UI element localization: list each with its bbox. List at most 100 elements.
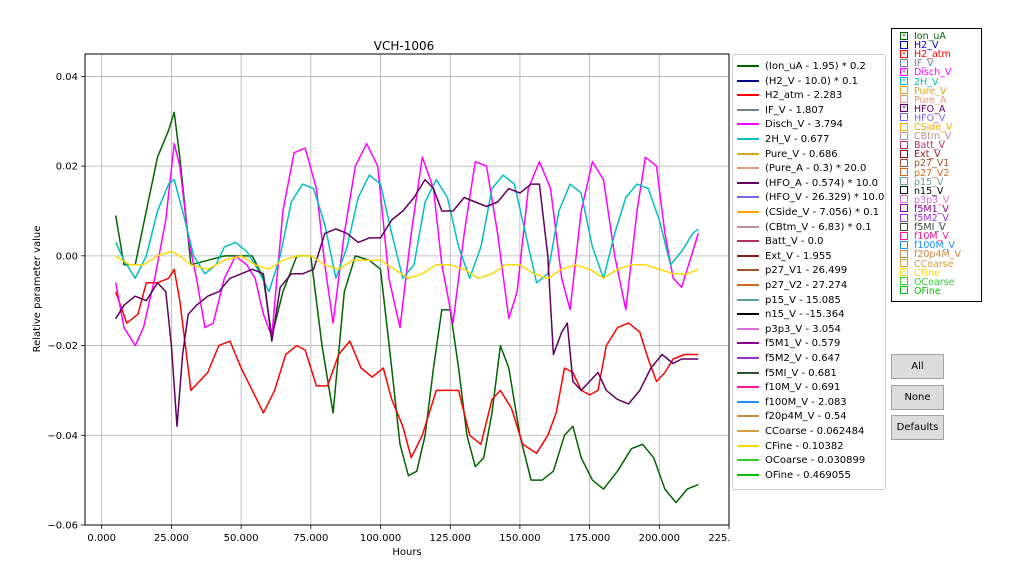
legend-swatch [737, 284, 759, 286]
legend-label: H2_atm - 2.283 [765, 90, 843, 102]
checkbox-empty-icon[interactable] [900, 122, 908, 131]
checkbox-empty-icon[interactable] [900, 131, 908, 140]
legend-swatch [737, 94, 759, 97]
series-checkbox-h2-atm[interactable]: × H2_atm [900, 49, 951, 60]
checkbox-empty-icon[interactable] [900, 195, 908, 204]
checkbox-empty-icon[interactable] [900, 113, 908, 122]
checkbox-label: CCoarse [914, 258, 954, 270]
legend-swatch [737, 444, 759, 447]
legend-swatch [737, 400, 759, 403]
series-line-cfine-0-10382 [115, 250, 699, 280]
checkbox-empty-icon[interactable] [900, 140, 908, 149]
series-checkbox-cfine[interactable]: × CFine [900, 268, 940, 279]
checkbox-label: H2_atm [914, 49, 951, 61]
checkbox-empty-icon[interactable] [900, 186, 908, 195]
legend-label: (CSide_V - 7.056) * 0.1 [765, 207, 880, 218]
checkbox-empty-icon[interactable] [900, 249, 908, 258]
checkbox-label: f10M_V [914, 231, 949, 243]
checkbox-label: CFine [914, 267, 940, 279]
x-tick-label: 150.000 [499, 533, 540, 544]
legend-item: f5MI_V - 0.681 [737, 367, 837, 381]
series-checkbox-cside-v[interactable]: CSide_V [900, 122, 952, 133]
series-checkbox-n15-v[interactable]: n15_V [900, 186, 943, 197]
series-checkbox-ion-ua[interactable]: × Ion_uA [900, 31, 946, 42]
checkbox-empty-icon[interactable] [900, 259, 908, 267]
series-checkbox-f5m2-v[interactable]: f5M2_V [900, 213, 949, 224]
legend-item: (CSide_V - 7.056) * 0.1 [737, 206, 879, 220]
checkbox-empty-icon[interactable] [900, 158, 908, 167]
series-checkbox-ofine[interactable]: OFine [900, 286, 941, 297]
series-checkbox-h2-v[interactable]: H2_V [900, 40, 938, 51]
series-checkbox-disch-v[interactable]: × Disch_V [900, 67, 951, 78]
series-checkbox-p27-v1[interactable]: p27_V1 [900, 158, 949, 169]
checkbox-empty-icon[interactable] [900, 231, 908, 240]
legend-label: (Ion_uA - 1.95) * 0.2 [765, 61, 866, 72]
series-checkbox-ccoarse[interactable]: CCoarse [900, 259, 954, 270]
checkbox-empty-icon[interactable] [900, 240, 908, 249]
series-checkbox-f100m-v[interactable]: f100M_V [900, 240, 955, 251]
chart-title: VCH-1006 [374, 39, 434, 53]
series-checkbox-batt-v[interactable]: Batt_V [900, 140, 945, 151]
y-tick-label: 0.00 [56, 251, 78, 262]
checkbox-empty-icon[interactable] [900, 168, 908, 176]
legend-label: (HFO_V - 26.329) * 10.0 [765, 192, 885, 204]
series-line-h2-atm-2-283 [114, 268, 699, 459]
checkbox-empty-icon[interactable] [900, 286, 908, 295]
checkbox-label: CSide_V [914, 122, 953, 133]
legend-swatch [737, 181, 759, 184]
series-checkbox-2h-v[interactable]: × 2H_V [900, 77, 938, 88]
checkbox-checked-icon[interactable]: × [900, 31, 908, 40]
series-checkbox-f5mi-v[interactable]: f5MI_V [900, 222, 946, 233]
checkbox-empty-icon[interactable] [900, 213, 908, 222]
checkbox-empty-icon[interactable] [900, 204, 908, 213]
legend-swatch [737, 430, 759, 432]
series-checkbox-f20p4m-v[interactable]: f20p4M_V [900, 249, 961, 260]
series-checkbox-hfo-v[interactable]: HFO_V [900, 113, 945, 124]
checkbox-checked-icon[interactable]: × [900, 77, 908, 85]
series-checkbox-panel: × Ion_uA H2_V × H2_atm IF_V × Disch_V × 2H_V Pure_… [891, 28, 982, 302]
defaults-button[interactable]: Defaults [891, 415, 944, 440]
series-checkbox-f5m1-v[interactable]: f5M1_V [900, 204, 949, 215]
none-button[interactable]: None [891, 385, 944, 410]
series-checkbox-cbtm-v[interactable]: CBtm_V [900, 131, 951, 142]
legend-swatch [737, 240, 759, 243]
checkbox-empty-icon[interactable] [900, 277, 908, 286]
checkbox-empty-icon[interactable] [900, 86, 908, 95]
series-checkbox-pure-v[interactable]: Pure_V [900, 86, 946, 97]
checkbox-checked-icon[interactable]: × [900, 268, 908, 277]
series-checkbox-p3p3-v[interactable]: p3p3_V [900, 195, 949, 206]
checkbox-checked-icon[interactable]: × [900, 49, 908, 58]
x-tick-label: 25.000 [154, 533, 189, 544]
series-checkbox-f10m-v[interactable]: f10M_V [900, 231, 949, 242]
legend-item: f20p4M_V - 0.54 [737, 410, 847, 424]
series-checkbox-p15-v[interactable]: p15_V [900, 177, 943, 188]
y-tick-label: 0.02 [56, 162, 78, 173]
series-checkbox-if-v[interactable]: IF_V [900, 58, 934, 69]
series-checkbox-ext-v[interactable]: Ext_V [900, 149, 941, 160]
checkbox-empty-icon[interactable] [900, 222, 908, 231]
checkbox-checked-icon[interactable]: × [900, 104, 908, 113]
series-checkbox-pure-a[interactable]: Pure_A [900, 95, 946, 106]
legend-item: 2H_V - 0.677 [737, 133, 829, 147]
checkbox-empty-icon[interactable] [900, 58, 908, 67]
series-checkbox-p27-v2[interactable]: p27_V2 [900, 168, 949, 179]
checkbox-checked-icon[interactable]: × [900, 67, 908, 76]
legend-label: f20p4M_V - 0.54 [765, 411, 847, 423]
checkbox-empty-icon[interactable] [900, 149, 908, 158]
checkbox-empty-icon[interactable] [900, 40, 908, 49]
legend-label: f5M1_V - 0.579 [765, 338, 841, 350]
series-checkbox-ocoarse[interactable]: OCoarse [900, 277, 954, 288]
checkbox-label: H2_V [914, 40, 939, 52]
legend-swatch [737, 415, 759, 418]
all-button[interactable]: All [891, 354, 944, 379]
checkbox-empty-icon[interactable] [900, 95, 908, 104]
y-axis-label: Relative parameter value [32, 226, 43, 353]
legend-label: f10M_V - 0.691 [765, 382, 841, 394]
checkbox-label: f5MI_V [914, 222, 946, 234]
checkbox-label: CBtm_V [914, 131, 952, 143]
legend-item: H2_atm - 2.283 [737, 89, 842, 103]
checkbox-empty-icon[interactable] [900, 177, 908, 186]
legend-swatch [737, 473, 759, 476]
legend-label: (H2_V - 10.0) * 0.1 [765, 75, 859, 87]
series-checkbox-hfo-a[interactable]: × HFO_A [900, 104, 945, 115]
